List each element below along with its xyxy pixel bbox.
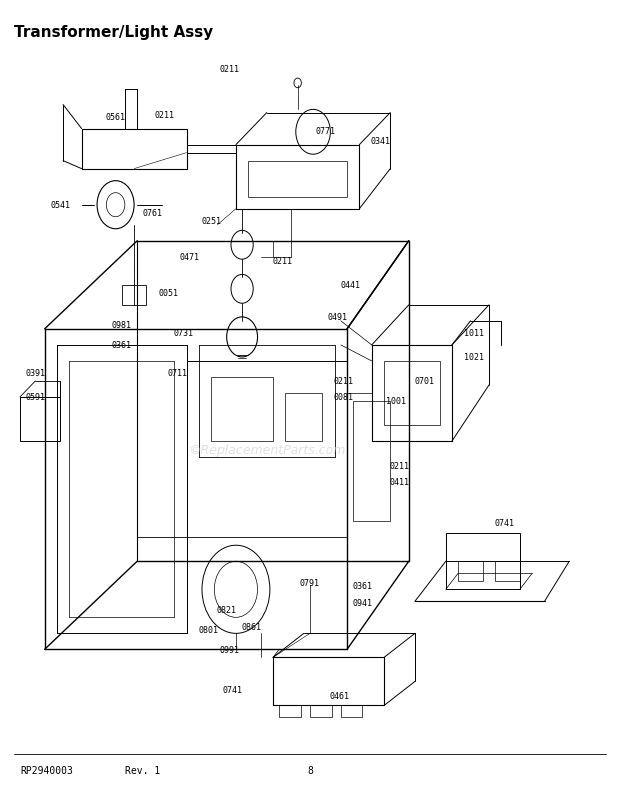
Text: 0541: 0541	[50, 201, 70, 210]
Text: 0801: 0801	[198, 625, 218, 634]
Text: 0771: 0771	[316, 127, 335, 136]
Bar	[310, 706, 332, 718]
Text: ©ReplacementParts.com: ©ReplacementParts.com	[188, 443, 345, 456]
Text: 0761: 0761	[143, 209, 162, 218]
Text: 0081: 0081	[334, 393, 354, 402]
Bar	[285, 393, 322, 442]
Bar	[384, 361, 440, 426]
Text: 8: 8	[307, 764, 313, 775]
Bar	[279, 706, 301, 718]
Bar	[211, 377, 273, 442]
Text: 0991: 0991	[219, 645, 240, 654]
Text: 0211: 0211	[389, 461, 409, 470]
Text: 0711: 0711	[167, 369, 187, 378]
Text: 0791: 0791	[300, 579, 320, 588]
Text: 0981: 0981	[112, 321, 131, 330]
Text: 0361: 0361	[112, 341, 131, 350]
Text: 0461: 0461	[330, 691, 350, 700]
Text: 0821: 0821	[216, 605, 237, 614]
Text: 0861: 0861	[241, 622, 262, 632]
Text: 0731: 0731	[174, 329, 193, 338]
Text: 0741: 0741	[223, 685, 243, 694]
Bar	[341, 706, 363, 718]
Text: Rev. 1: Rev. 1	[125, 764, 160, 775]
Bar	[353, 402, 390, 521]
Bar	[446, 533, 520, 589]
Text: 0741: 0741	[494, 519, 515, 528]
Bar	[20, 397, 60, 442]
Text: 0561: 0561	[105, 113, 126, 122]
Text: 0211: 0211	[219, 65, 240, 74]
Bar	[122, 286, 146, 305]
Text: 0211: 0211	[334, 377, 354, 386]
Text: 0701: 0701	[414, 377, 434, 386]
Text: RP2940003: RP2940003	[20, 764, 73, 775]
Text: 0411: 0411	[389, 477, 409, 486]
Text: Transformer/Light Assy: Transformer/Light Assy	[14, 26, 213, 40]
Text: 1001: 1001	[386, 397, 407, 406]
Text: 0941: 0941	[352, 599, 373, 608]
Bar	[495, 561, 520, 581]
Text: 0591: 0591	[25, 393, 45, 402]
Text: 0491: 0491	[328, 313, 348, 322]
Bar	[248, 161, 347, 198]
Bar	[458, 561, 483, 581]
Text: 0251: 0251	[202, 217, 221, 226]
Text: 0211: 0211	[272, 257, 292, 266]
Text: 0051: 0051	[158, 289, 178, 298]
Text: 0471: 0471	[180, 253, 200, 262]
Text: 0341: 0341	[371, 137, 391, 146]
Text: 0441: 0441	[340, 281, 360, 290]
Text: 1011: 1011	[464, 329, 484, 338]
Text: 1021: 1021	[464, 353, 484, 362]
Text: 0391: 0391	[25, 369, 45, 378]
Text: 0361: 0361	[352, 581, 373, 590]
Text: 0211: 0211	[155, 111, 175, 120]
